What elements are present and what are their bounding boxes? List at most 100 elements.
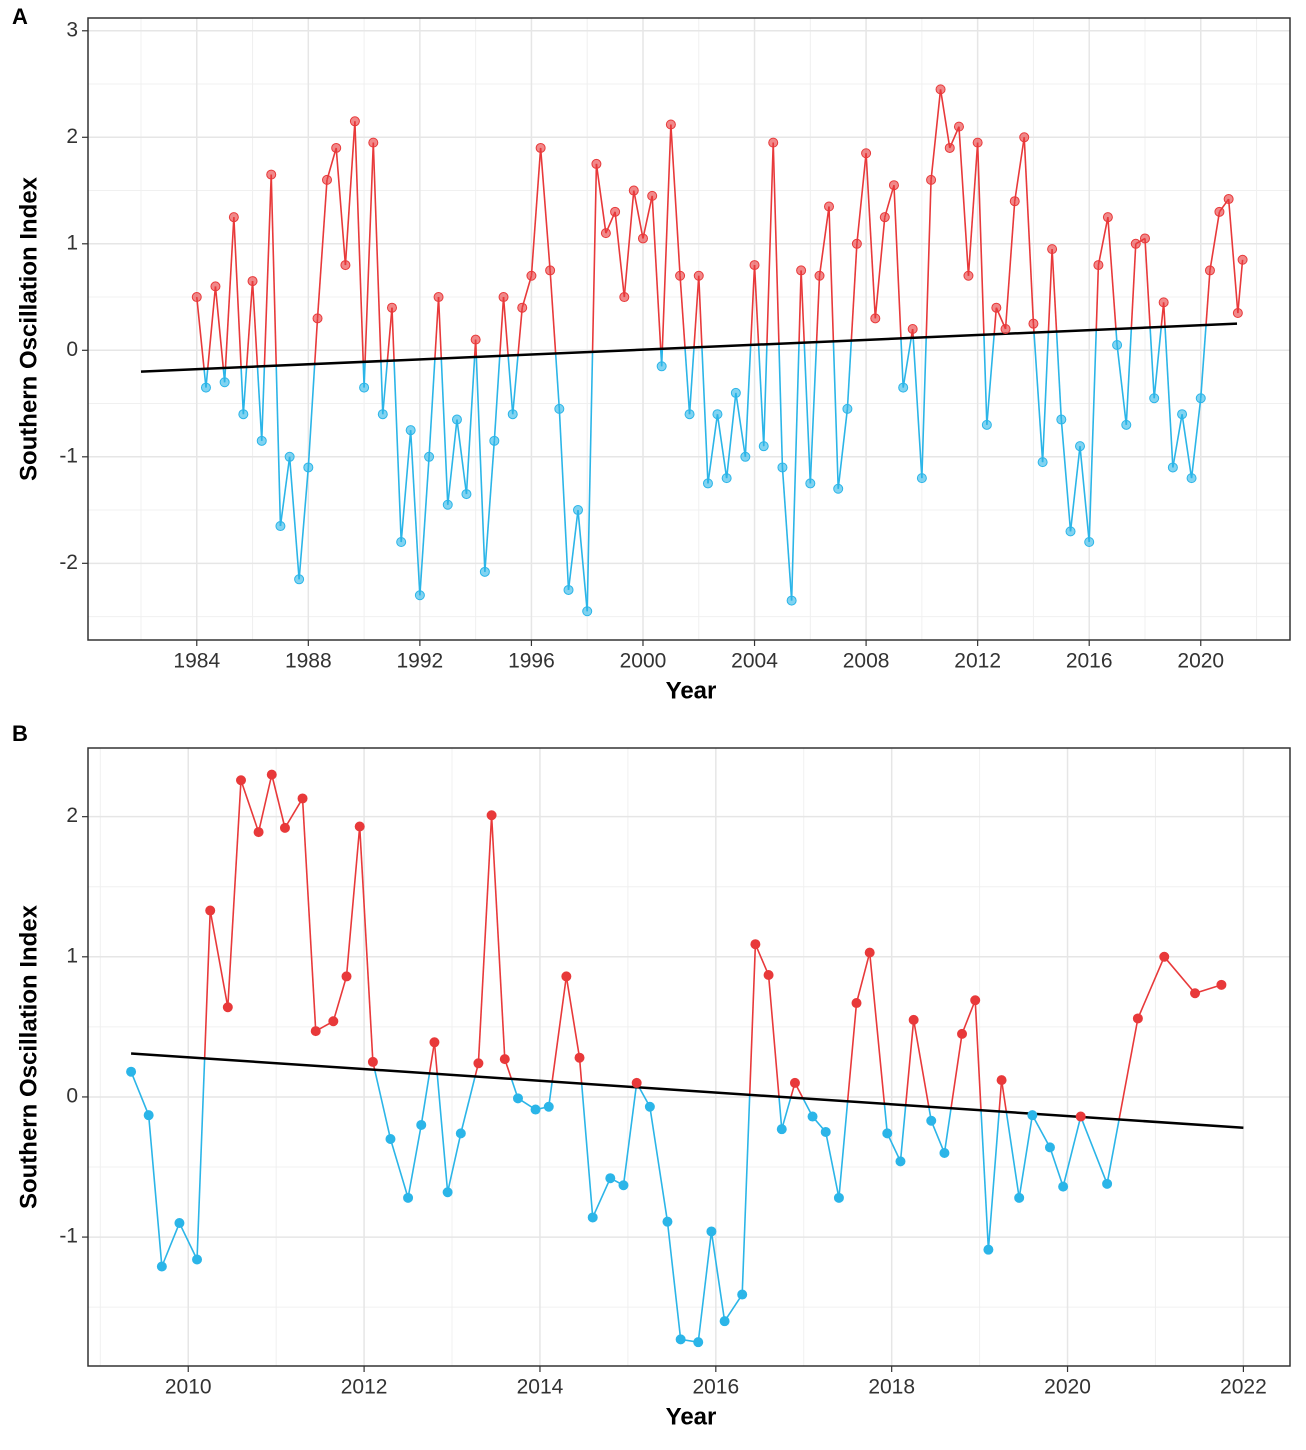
series-segment	[1080, 1116, 1108, 1185]
series-segment	[832, 341, 840, 489]
x-tick-label: 2016	[1066, 650, 1113, 673]
series-segment	[778, 1096, 783, 1130]
series-segment	[1144, 238, 1151, 328]
series-segment	[1062, 1116, 1082, 1187]
series-segment	[1055, 331, 1063, 420]
data-point	[156, 1261, 167, 1272]
series-segment	[666, 1221, 682, 1340]
data-point	[507, 409, 518, 420]
series-segment	[1164, 326, 1174, 468]
plot-border	[87, 17, 1291, 641]
data-point	[385, 1133, 396, 1144]
series-segment	[701, 347, 709, 484]
series-segment	[161, 1222, 181, 1267]
data-point	[219, 377, 230, 388]
data-point	[1159, 951, 1170, 962]
series-segment	[214, 286, 225, 369]
series-segment	[824, 1131, 840, 1198]
series-segment	[790, 342, 800, 601]
data-point	[1102, 1178, 1113, 1189]
x-tick-label: 2004	[731, 650, 778, 673]
series-segment	[530, 147, 542, 276]
data-point	[684, 409, 695, 420]
series-segment	[554, 353, 561, 409]
series-segment	[651, 195, 662, 349]
data-point	[1037, 457, 1048, 468]
series-segment	[1181, 414, 1193, 479]
series-segment	[1069, 446, 1081, 532]
data-point	[926, 174, 937, 185]
series-segment	[419, 456, 430, 596]
series-segment	[693, 275, 700, 348]
data-point	[489, 435, 500, 446]
data-point	[970, 995, 981, 1006]
data-point	[1158, 297, 1169, 308]
data-point	[192, 1254, 203, 1265]
data-point	[1074, 441, 1085, 452]
series-segment	[1172, 414, 1183, 468]
data-point	[833, 483, 844, 494]
series-segment	[433, 1042, 439, 1075]
data-point	[535, 142, 546, 153]
data-point	[1065, 526, 1076, 537]
series-segment	[1031, 1114, 1051, 1148]
x-tick-label: 1992	[397, 650, 444, 673]
series-segment	[725, 392, 737, 479]
data-point	[349, 116, 360, 127]
data-point	[1047, 244, 1058, 255]
x-axis-title: Year	[666, 1403, 717, 1430]
series-segment	[256, 366, 263, 441]
x-tick-label: 1996	[508, 650, 555, 673]
series-segment	[772, 142, 780, 344]
series-segment	[591, 163, 598, 352]
series-segment	[517, 307, 524, 356]
series-segment	[460, 1076, 476, 1134]
data-point	[1009, 196, 1020, 207]
series-segment	[288, 456, 300, 580]
series-segment	[809, 342, 818, 484]
data-point	[1216, 979, 1227, 990]
data-point	[656, 361, 667, 372]
data-point	[414, 590, 425, 601]
series-segment	[428, 1042, 436, 1074]
series-segment	[744, 344, 752, 457]
x-tick-label: 2000	[620, 650, 667, 673]
data-point	[972, 137, 983, 148]
data-point	[279, 822, 290, 833]
series-segment	[493, 355, 501, 441]
series-segment	[386, 307, 393, 361]
series-segment	[1097, 217, 1109, 266]
data-point	[712, 409, 723, 420]
x-tick-label: 2012	[954, 650, 1001, 673]
x-axis-title: Year	[666, 677, 717, 704]
series-segment	[741, 1094, 751, 1295]
series-segment	[850, 243, 858, 341]
series-segment	[930, 1120, 946, 1154]
data-point	[953, 121, 964, 132]
x-tick-label: 2014	[517, 1376, 564, 1399]
series-segment	[1004, 201, 1016, 330]
series-segment	[284, 798, 304, 829]
series-segment	[580, 1083, 594, 1218]
series-segment	[735, 392, 747, 457]
series-segment	[326, 147, 337, 181]
series-segment	[465, 356, 476, 495]
series-segment	[344, 121, 356, 266]
series-segment	[1033, 332, 1044, 463]
series-segment	[358, 826, 374, 1062]
series-segment	[434, 297, 440, 359]
series-segment	[961, 999, 976, 1035]
data-point	[644, 1101, 655, 1112]
series-segment	[679, 275, 686, 348]
data-point	[545, 265, 556, 276]
series-segment	[697, 1231, 713, 1343]
data-point	[512, 1093, 523, 1104]
data-point	[473, 1058, 484, 1069]
data-point	[253, 827, 264, 838]
series-segment	[723, 1294, 743, 1322]
y-tick-label: 2	[66, 804, 78, 827]
data-point	[499, 1054, 510, 1065]
series-segment	[477, 815, 493, 1064]
data-point	[228, 212, 239, 223]
plot-border	[87, 747, 1291, 1367]
